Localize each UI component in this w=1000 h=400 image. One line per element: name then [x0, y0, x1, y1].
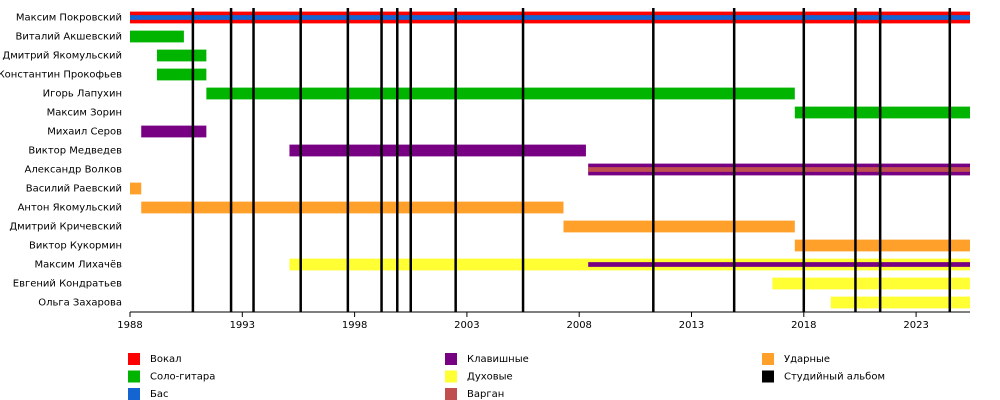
legend-swatch: [128, 370, 140, 383]
legend-label: Варган: [467, 389, 504, 400]
legend-swatch: [445, 388, 457, 400]
member-name: Михаил Серов: [47, 127, 122, 138]
member-bar: [156, 49, 207, 62]
member-name: Игорь Лапухин: [43, 89, 122, 100]
member-bar: [563, 220, 795, 233]
x-tick-label: 2013: [679, 320, 704, 331]
legend-swatch: [445, 353, 457, 365]
member-name: Виктор Медведев: [28, 146, 122, 157]
x-tick-label: 1998: [342, 320, 367, 331]
member-bar: [130, 15, 970, 20]
member-name: Константин Прокофьев: [0, 70, 122, 81]
legend-swatch: [128, 353, 140, 365]
member-bar: [141, 201, 564, 214]
member-bar: [141, 125, 207, 138]
legend-swatch: [762, 370, 774, 383]
member-name: Дмитрий Кричевский: [9, 222, 122, 233]
x-tick-label: 2003: [454, 320, 479, 331]
x-tick-label: 2018: [791, 320, 816, 331]
legend-label: Соло-гитара: [150, 372, 215, 383]
member-bar: [206, 87, 795, 100]
member-bar: [772, 277, 970, 290]
member-name: Ольга Захарова: [38, 298, 122, 309]
member-bar: [588, 167, 970, 172]
legend-label: Духовые: [467, 372, 513, 383]
member-name: Виктор Кукормин: [29, 241, 122, 252]
x-tick-label: 2023: [903, 320, 928, 331]
x-tick-label: 2008: [566, 320, 591, 331]
legend-swatch: [762, 353, 774, 365]
member-name: Максим Покровский: [16, 13, 122, 24]
member-name: Виталий Акшевский: [16, 32, 123, 43]
x-tick-label: 1988: [117, 320, 142, 331]
legend-label: Ударные: [784, 354, 830, 365]
member-name: Евгений Кондратьев: [13, 279, 122, 290]
member-name: Василий Раевский: [26, 184, 122, 195]
member-name: Дмитрий Якомульский: [2, 51, 122, 62]
member-bar: [588, 262, 970, 267]
legend-label: Студийный альбом: [784, 372, 885, 383]
member-name: Антон Якомульский: [18, 203, 122, 214]
member-bar: [156, 68, 207, 81]
member-bar: [794, 106, 970, 119]
legend-label: Вокал: [150, 354, 182, 365]
member-bar: [289, 144, 586, 157]
member-name: Александр Волков: [25, 165, 123, 176]
member-bar: [794, 239, 970, 252]
legend-swatch: [128, 388, 140, 400]
x-tick-label: 1993: [230, 320, 255, 331]
legend-label: Бас: [150, 389, 169, 400]
member-bar: [830, 296, 970, 309]
member-name: Максим Лихачёв: [34, 260, 122, 271]
member-bar: [130, 182, 142, 195]
member-bar: [130, 30, 184, 43]
legend-label: Клавишные: [467, 354, 529, 365]
legend-swatch: [445, 370, 457, 383]
member-name: Максим Зорин: [47, 108, 122, 119]
